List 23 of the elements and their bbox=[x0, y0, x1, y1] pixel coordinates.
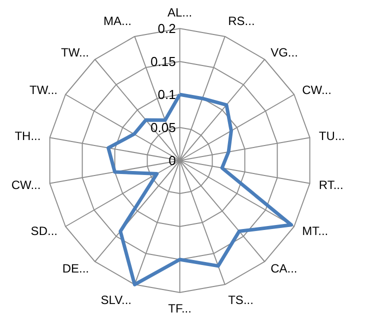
spoke-label: CW... bbox=[302, 82, 332, 97]
spoke-label: AL... bbox=[167, 5, 192, 20]
y-tick-label: 0.05 bbox=[150, 120, 176, 135]
spoke-label: DE... bbox=[62, 262, 90, 276]
spoke-label: TH... bbox=[14, 128, 41, 143]
spoke-label: VG... bbox=[270, 45, 298, 60]
y-tick-label: 0.15 bbox=[150, 54, 176, 69]
spoke-label: TU... bbox=[318, 128, 345, 143]
spoke-label: CA... bbox=[270, 262, 298, 276]
y-tick-label: 0.2 bbox=[158, 21, 176, 36]
spoke-label: TW... bbox=[61, 45, 90, 60]
y-tick-label: 0.1 bbox=[158, 87, 176, 102]
spoke-label: SD... bbox=[30, 224, 58, 238]
spoke-label: TW... bbox=[29, 82, 58, 97]
spoke-label: MA... bbox=[103, 14, 132, 28]
spoke-label: MT... bbox=[302, 224, 328, 238]
spoke-label: SLV... bbox=[100, 293, 132, 308]
spoke-label: CW... bbox=[11, 178, 41, 192]
y-tick-label: 0 bbox=[168, 153, 176, 168]
spoke-label: TF... bbox=[168, 302, 192, 316]
spoke-label: RT... bbox=[318, 178, 344, 192]
spoke-label: RS... bbox=[228, 14, 255, 28]
spoke-label: TS... bbox=[228, 293, 254, 308]
